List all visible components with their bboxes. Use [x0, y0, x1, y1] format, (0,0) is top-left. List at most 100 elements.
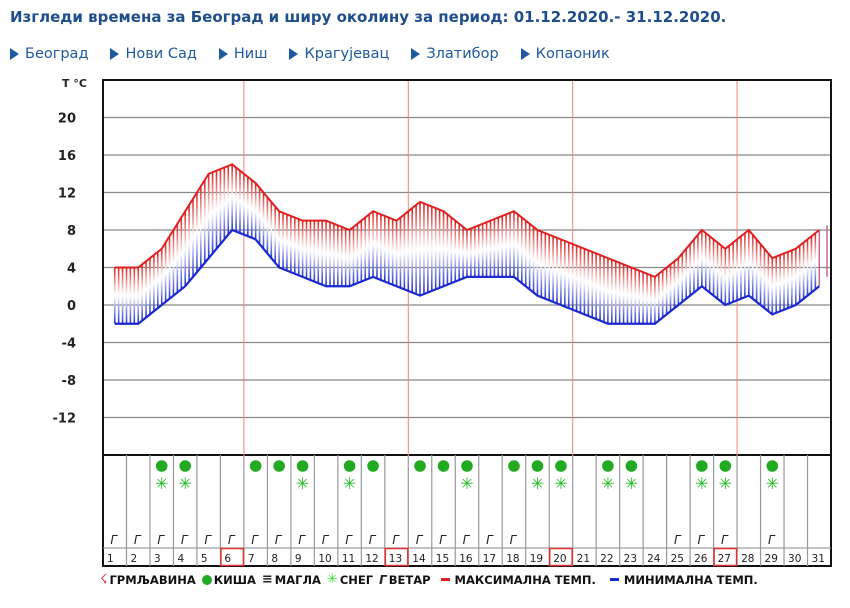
legend-max-temp: МАКСИМАЛНА ТЕМП. [437, 573, 596, 587]
nav-item-kopaonik[interactable]: Копаоник [520, 46, 610, 62]
legend-fog: ≡ МАГЛА [261, 571, 321, 587]
rain-icon [555, 460, 567, 472]
rain-icon [719, 460, 732, 472]
wind-icon: Г [345, 533, 353, 547]
y-tick-label: -4 [62, 337, 76, 352]
nav-label: Београд [25, 46, 89, 62]
rain-icon [696, 460, 708, 472]
snow-icon: ✳ [695, 474, 708, 493]
rain-icon [201, 574, 212, 585]
wind-icon: Г [721, 533, 729, 547]
day-label: 15 [436, 553, 449, 565]
day-label: 3 [154, 553, 161, 565]
wind-icon: Г [322, 533, 330, 547]
rain-icon [625, 460, 638, 472]
week-day-highlight [713, 547, 738, 567]
wind-icon: Г [510, 533, 518, 547]
rain-icon [249, 460, 262, 472]
snow-icon: ✳ [296, 474, 309, 493]
rain-icon [179, 460, 191, 472]
day-label: 10 [318, 553, 331, 565]
chart-legend: ☇ ГРМЉАВИНА КИША ≡ МАГЛА ✳ СНЕГ Г ВЕТАР МАКС… [100, 572, 764, 587]
y-tick-label: 20 [58, 112, 76, 127]
day-label: 31 [812, 553, 825, 565]
fog-icon: ≡ [261, 571, 273, 587]
day-label: 17 [483, 553, 496, 565]
wind-icon: Г [674, 533, 682, 547]
snow-icon: ✳ [326, 572, 338, 587]
nav-label: Златибор [426, 46, 499, 62]
day-label: 25 [671, 553, 684, 565]
day-label: 2 [130, 553, 137, 565]
legend-wind: Г ВЕТАР [379, 572, 431, 587]
snow-icon: ✳ [531, 474, 544, 493]
nav-label: Ниш [233, 46, 268, 62]
arrow-right-icon [289, 48, 299, 60]
wind-icon: Г [379, 572, 387, 587]
nav-label: Крагујевац [304, 46, 390, 62]
day-label: 13 [389, 553, 402, 565]
rain-icon [343, 460, 356, 472]
legend-thunder: ☇ ГРМЉАВИНА [100, 572, 196, 587]
snow-icon: ✳ [625, 474, 638, 493]
wind-icon: Г [369, 533, 377, 547]
wind-icon: Г [486, 533, 494, 547]
day-label: 6 [224, 553, 231, 565]
day-label: 7 [248, 553, 255, 565]
snow-icon: ✳ [601, 474, 614, 493]
y-tick-label: 16 [58, 149, 76, 164]
arrow-right-icon [218, 48, 228, 60]
nav-item-kragujevac[interactable]: Крагујевац [289, 46, 389, 62]
wind-icon: Г [157, 533, 165, 547]
city-nav: Београд Нови Сад Ниш Крагујевац Златибор… [10, 46, 632, 62]
day-label: 9 [295, 553, 302, 565]
snow-icon: ✳ [178, 474, 191, 493]
nav-item-zlatibor[interactable]: Златибор [411, 46, 499, 62]
wind-icon: Г [697, 533, 705, 547]
legend-rain: КИША [201, 573, 256, 587]
day-label: 11 [342, 553, 355, 565]
page-title: Изгледи времена за Београд и ширу околин… [10, 8, 727, 26]
nav-item-novi-sad[interactable]: Нови Сад [110, 46, 197, 62]
nav-item-beograd[interactable]: Београд [10, 46, 88, 62]
day-label: 29 [765, 553, 778, 565]
wind-icon: Г [416, 533, 424, 547]
y-tick-label: 8 [67, 224, 76, 239]
nav-label: Нови Сад [125, 46, 197, 62]
week-day-highlight [548, 547, 573, 567]
y-tick-label: -12 [53, 412, 77, 427]
day-label: 18 [506, 553, 519, 565]
day-label: 30 [788, 553, 801, 565]
day-label: 1 [107, 553, 114, 565]
wind-icon: Г [181, 533, 189, 547]
day-label: 8 [271, 553, 278, 565]
wind-icon: Г [463, 533, 471, 547]
day-label: 27 [718, 553, 731, 565]
week-day-highlight [220, 547, 245, 567]
day-label: 14 [412, 553, 426, 565]
arrow-right-icon [520, 48, 530, 60]
wind-icon: Г [228, 533, 236, 547]
nav-item-nis[interactable]: Ниш [218, 46, 268, 62]
day-label: 20 [553, 553, 566, 565]
day-label: 19 [530, 553, 543, 565]
y-tick-label: 0 [67, 299, 76, 314]
day-label: 23 [624, 553, 637, 565]
wind-icon: Г [439, 533, 447, 547]
wind-icon: Г [204, 533, 212, 547]
wind-icon: Г [251, 533, 259, 547]
wind-icon: Г [392, 533, 400, 547]
rain-icon [461, 460, 473, 472]
legend-min-temp: МИНИМАЛНА ТЕМП. [602, 573, 758, 587]
temperature-chart: 20 16 12 8 4 0 -4 -8 -12 T °C Г 1 Г 2 ✳ Г 3 ✳ Г 4 Г 5 Г 6 Г 7 Г 8 ✳ Г… [0, 70, 850, 608]
max-temp-line-icon [440, 578, 450, 581]
arrow-right-icon [411, 48, 421, 60]
day-label: 24 [647, 553, 661, 565]
max-temp-line [114, 163, 820, 279]
snow-icon: ✳ [155, 474, 168, 493]
rain-icon [437, 460, 450, 472]
snow-icon: ✳ [343, 474, 356, 493]
snow-icon: ✳ [719, 474, 732, 493]
day-label: 12 [365, 553, 378, 565]
